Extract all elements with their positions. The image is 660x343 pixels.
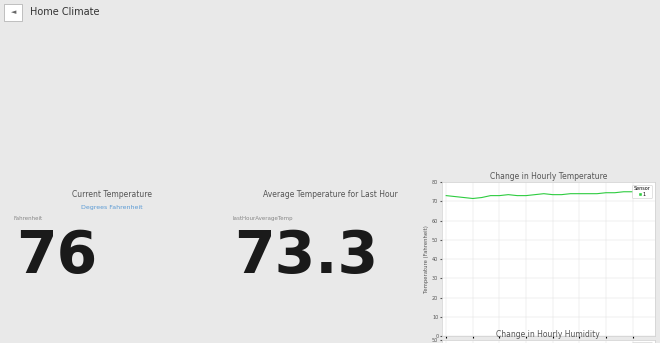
Legend: 1: 1 bbox=[632, 185, 652, 199]
Text: 73.3: 73.3 bbox=[234, 227, 378, 285]
Text: Current Temperature: Current Temperature bbox=[72, 190, 152, 199]
Text: Fahrenheit: Fahrenheit bbox=[14, 216, 43, 221]
Text: lastHourAverageTemp: lastHourAverageTemp bbox=[232, 216, 292, 221]
Text: Average Temperature for Last Hour: Average Temperature for Last Hour bbox=[263, 190, 397, 199]
Text: Degrees Fahrenheit: Degrees Fahrenheit bbox=[81, 205, 143, 210]
Bar bbox=[4, 4, 22, 21]
Text: Home Climate: Home Climate bbox=[30, 7, 100, 17]
Y-axis label: Temperature (Fahrenheit): Temperature (Fahrenheit) bbox=[424, 225, 429, 293]
Text: ◄: ◄ bbox=[11, 9, 16, 15]
Title: Change in Hourly Temperature: Change in Hourly Temperature bbox=[490, 172, 607, 181]
Text: 76: 76 bbox=[16, 227, 97, 285]
Legend: 1: 1 bbox=[632, 342, 652, 343]
Title: Change in Hourly Humidity: Change in Hourly Humidity bbox=[496, 330, 600, 339]
